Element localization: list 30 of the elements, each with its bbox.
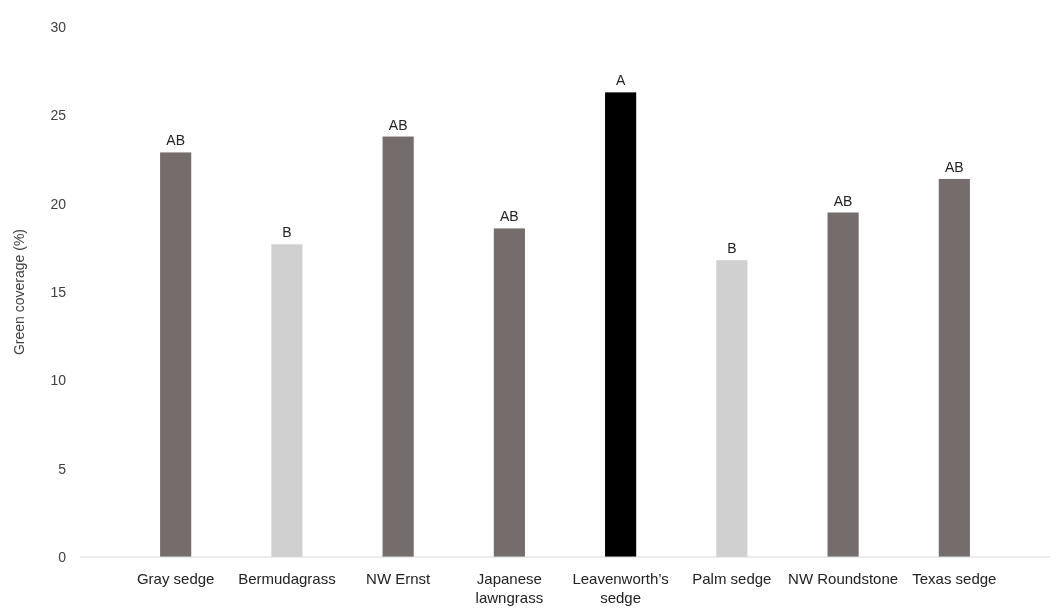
x-tick-label: Leavenworth’s sedge xyxy=(572,570,669,606)
y-tick-label: 20 xyxy=(50,195,67,212)
y-tick-label: 30 xyxy=(50,18,67,35)
y-tick-label: 25 xyxy=(50,107,67,124)
data-label: AB xyxy=(833,192,853,209)
data-label: AB xyxy=(500,208,519,225)
data-label: A xyxy=(615,72,626,89)
x-tick-label: Palm sedge xyxy=(692,570,772,587)
data-label: AB xyxy=(388,116,408,133)
bar xyxy=(605,92,637,557)
data-label: AB xyxy=(944,158,964,175)
y-tick-label: 15 xyxy=(50,283,67,300)
y-tick-label: 5 xyxy=(58,460,67,477)
bar xyxy=(938,178,970,557)
x-tick-label: Gray sedge xyxy=(136,570,215,587)
bar xyxy=(382,136,414,557)
y-tick-label: 10 xyxy=(50,372,67,389)
bar xyxy=(160,152,192,557)
data-label: AB xyxy=(166,132,186,149)
x-tick-label: Texas sedge xyxy=(912,570,997,587)
data-label: B xyxy=(282,224,292,241)
bar xyxy=(493,228,525,557)
x-tick-label: Bermudagrass xyxy=(238,570,336,587)
x-tick-label: NW Roundstone xyxy=(788,570,899,587)
data-label: B xyxy=(727,240,737,257)
x-tick-label: Japanese lawngrass xyxy=(475,570,544,606)
y-tick-label: 0 xyxy=(58,548,67,565)
bar xyxy=(827,212,859,557)
x-tick-label: NW Ernst xyxy=(366,570,432,587)
y-axis-title: Green coverage (%) xyxy=(11,228,27,356)
